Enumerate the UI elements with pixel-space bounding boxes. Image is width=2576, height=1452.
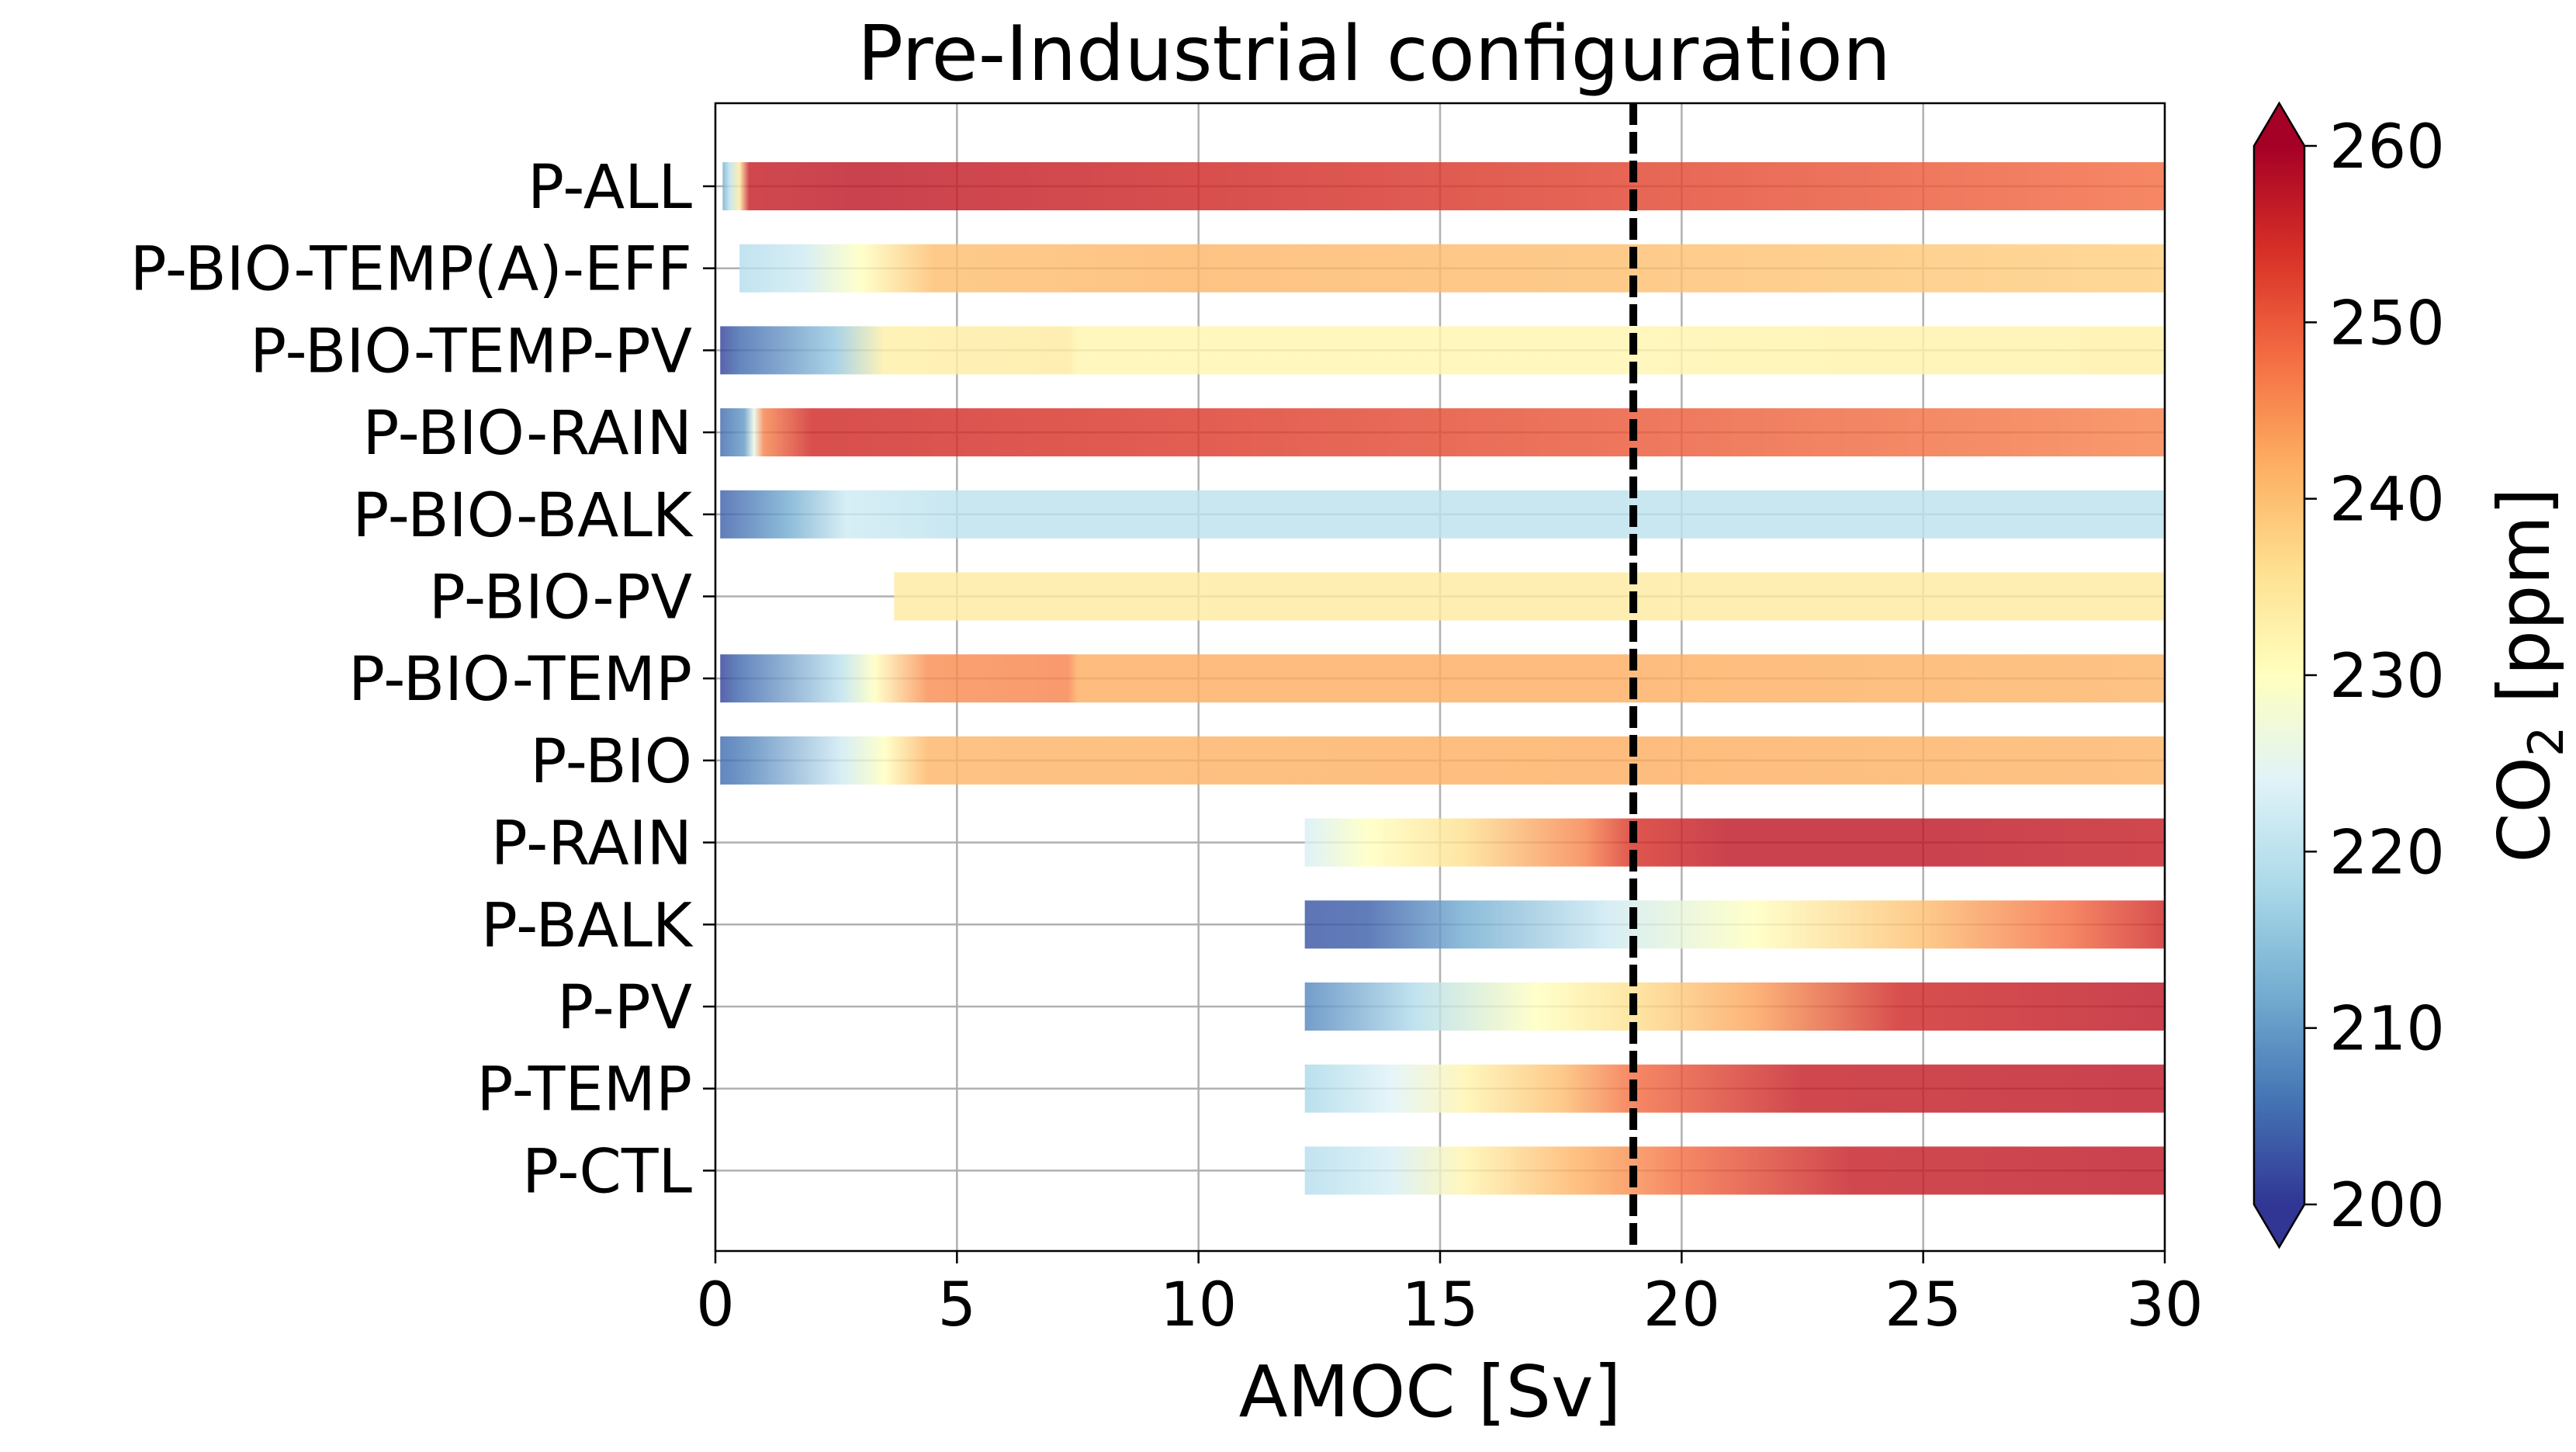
bar-p-balk — [1304, 900, 2165, 949]
bar-p-bio-pv — [894, 572, 2165, 621]
category-label: P-BIO-BALK — [352, 481, 693, 551]
colorbar-tick-label: 220 — [2329, 818, 2445, 888]
category-label: P-CTL — [522, 1137, 693, 1207]
bar-p-temp — [1304, 1064, 2165, 1113]
colorbar-tick-label: 250 — [2329, 289, 2445, 359]
bar-p-bio — [720, 736, 2165, 785]
colorbar-tick-label: 200 — [2329, 1171, 2445, 1241]
colorbar-tick-label: 210 — [2329, 995, 2445, 1065]
category-label: P-TEMP — [476, 1055, 692, 1125]
colorbar-scale — [2254, 146, 2304, 1204]
colorbar-tick-label: 240 — [2329, 466, 2445, 535]
colorbar: 200 210 220 230 240 250 260 CO2 [ppm] — [2252, 101, 2574, 1249]
bar-p-bio-balk — [720, 490, 2165, 539]
category-label: P-BIO-PV — [429, 563, 692, 633]
x-tick-label: 5 — [938, 1270, 977, 1340]
category-label: P-ALL — [528, 153, 693, 223]
bar-p-all — [722, 162, 2165, 210]
colorbar-tick-label: 230 — [2329, 642, 2445, 712]
category-label: P-BIO-TEMP — [348, 645, 692, 715]
bars — [720, 162, 2166, 1195]
x-tick-label: 15 — [1401, 1270, 1478, 1340]
x-tick-label: 30 — [2126, 1270, 2203, 1340]
x-tick-label: 0 — [696, 1270, 735, 1340]
bar-p-bio-temp-pv — [720, 326, 2165, 375]
bar-p-rain — [1304, 818, 2165, 867]
x-axis-label: AMOC [Sv] — [1239, 1350, 1622, 1433]
x-tick-label: 25 — [1885, 1270, 1961, 1340]
bar-p-bio-temp — [720, 654, 2165, 703]
chart-title: Pre-Industrial configuration — [857, 10, 1891, 99]
colorbar-tick-label: 260 — [2329, 113, 2445, 182]
colorbar-extend-max — [2254, 103, 2304, 146]
category-label: P-BIO-TEMP-PV — [250, 317, 692, 386]
bar-p-pv — [1304, 982, 2165, 1031]
x-tick-label: 20 — [1643, 1270, 1720, 1340]
x-axis-ticks: 0 5 10 15 20 25 30 — [696, 1251, 2204, 1340]
category-label: P-RAIN — [491, 809, 692, 879]
category-label: P-PV — [557, 973, 692, 1043]
category-label: P-BIO-TEMP(A)-EFF — [130, 235, 692, 305]
plot-frame — [714, 102, 2166, 1253]
bar-p-bio-rain — [720, 408, 2165, 457]
category-label: P-BIO-RAIN — [362, 399, 692, 469]
category-labels: P-ALL P-BIO-TEMP(A)-EFF P-BIO-TEMP-PV P-BIO… — [130, 153, 715, 1207]
colorbar-extend-min — [2254, 1204, 2304, 1247]
category-label: P-BALK — [481, 891, 694, 961]
category-label: P-BIO — [530, 727, 692, 797]
x-tick-label: 10 — [1160, 1270, 1237, 1340]
bar-p-ctl — [1304, 1146, 2165, 1195]
colorbar-label: CO2 [ppm] — [2483, 487, 2574, 863]
bar-p-bio-temp-a-eff — [739, 244, 2166, 293]
